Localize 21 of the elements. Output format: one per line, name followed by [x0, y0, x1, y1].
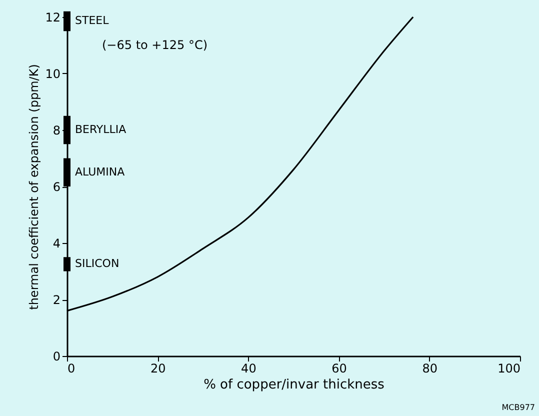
x-tick-label: 100: [498, 362, 520, 376]
x-tick-label: 20: [150, 362, 166, 376]
x-tick-label: 80: [422, 362, 438, 376]
y-tick-label: 12: [45, 10, 60, 24]
series-label: SILICON: [75, 257, 120, 270]
text: MCB977: [502, 403, 535, 412]
y-tick-label: 0: [52, 350, 60, 364]
x-tick-label: 60: [332, 362, 347, 376]
x-tick-label: 0: [68, 362, 76, 376]
x-axis-title: % of copper/invar thickness: [204, 378, 385, 392]
y-tick-label: 10: [45, 67, 60, 81]
annotation: (−65 to +125 °C): [102, 38, 208, 52]
x-tick-label: 40: [241, 362, 256, 376]
y-axis-title: thermal coefficient of expansion (ppm/K): [27, 64, 42, 310]
series-label: BERYLLIA: [75, 123, 127, 136]
series-label: ALUMINA: [75, 165, 126, 178]
y-tick-label: 2: [52, 293, 60, 307]
y-tick-label: 8: [52, 124, 60, 138]
y-tick-label: 4: [52, 236, 60, 250]
series-label: STEEL: [75, 14, 110, 28]
y-tick-label: 6: [52, 180, 60, 194]
